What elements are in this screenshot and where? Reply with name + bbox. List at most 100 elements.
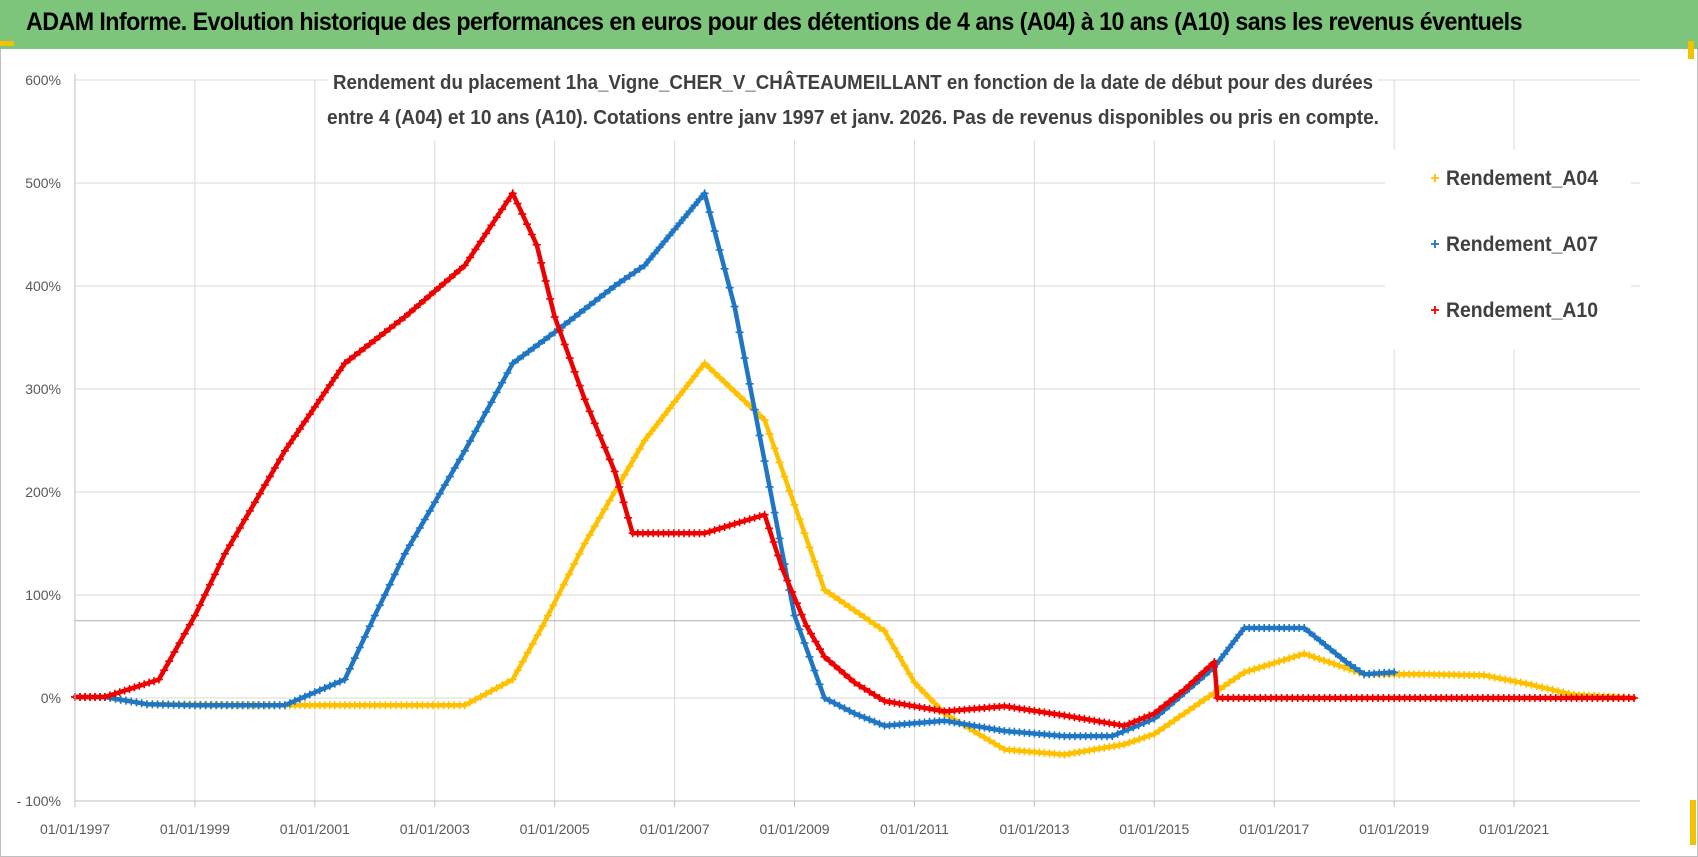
data-point-marker [1165, 697, 1174, 706]
data-point-marker [585, 301, 594, 310]
data-point-marker [560, 320, 569, 329]
data-point-marker [290, 696, 299, 705]
data-point-marker [1125, 738, 1134, 747]
data-point-marker [310, 403, 319, 411]
data-point-marker [559, 580, 568, 589]
data-point-marker [875, 623, 884, 632]
data-point-marker [855, 681, 864, 690]
legend: Rendement_A04 Rendement_A07 Rendement_A10 [1385, 150, 1631, 350]
data-point-marker [460, 701, 469, 710]
data-point-marker [695, 195, 704, 204]
data-point-marker [425, 291, 434, 300]
data-point-marker [790, 500, 799, 509]
data-point-marker [492, 388, 501, 397]
data-point-marker [805, 543, 814, 552]
data-point-marker [1118, 727, 1127, 736]
data-point-marker [955, 719, 964, 728]
data-point-marker [600, 443, 609, 452]
data-point-marker [140, 680, 149, 689]
data-point-marker [730, 519, 739, 528]
data-point-marker [365, 622, 374, 631]
data-point-marker [1080, 714, 1089, 723]
data-point-marker [1125, 719, 1134, 728]
data-point-marker [1342, 658, 1351, 666]
data-point-marker [116, 695, 125, 704]
data-point-marker [700, 529, 709, 538]
data-point-marker [865, 616, 874, 625]
data-point-marker [605, 455, 614, 464]
y-tick-label: 300% [25, 381, 61, 397]
data-point-marker [508, 675, 517, 684]
data-point-marker [430, 287, 439, 296]
data-point-marker [855, 711, 864, 720]
data-point-marker [390, 570, 399, 579]
y-tick-label: 500% [25, 175, 61, 191]
data-point-marker [240, 515, 249, 524]
x-tick-label: 01/01/2003 [400, 821, 470, 837]
data-point-marker [625, 462, 634, 471]
data-point-marker [1145, 731, 1154, 740]
data-point-marker [295, 424, 304, 433]
data-point-marker [670, 397, 679, 406]
series-Rendement_A07 [71, 189, 1399, 741]
data-point-marker [705, 527, 714, 536]
data-point-marker [875, 694, 884, 702]
data-point-marker [350, 351, 359, 360]
x-tick-label: 01/01/2011 [880, 821, 949, 837]
data-point-marker [835, 701, 844, 710]
data-point-marker [355, 643, 364, 652]
data-point-marker [725, 521, 734, 530]
x-tick-label: 01/01/2015 [1119, 821, 1189, 837]
data-point-marker [514, 355, 522, 364]
data-point-marker [482, 229, 491, 238]
data-point-marker [425, 506, 434, 515]
data-point-marker [865, 715, 874, 724]
data-point-marker [508, 359, 517, 368]
data-point-marker [783, 576, 792, 585]
data-point-marker [120, 686, 129, 695]
data-point-marker [1025, 706, 1034, 715]
data-point-marker [445, 274, 454, 283]
data-point-marker [345, 664, 354, 673]
data-point-marker [890, 644, 899, 653]
data-point-marker [466, 253, 475, 262]
series-Rendement_A10 [71, 189, 1638, 730]
data-point-marker [585, 407, 594, 416]
data-point-marker [825, 696, 834, 705]
data-point-marker [910, 678, 919, 687]
data-point-marker [1065, 749, 1074, 758]
data-point-marker [795, 625, 804, 634]
x-tick-label: 01/01/2001 [280, 821, 350, 837]
data-point-marker [508, 189, 517, 198]
data-point-marker [1250, 665, 1259, 674]
data-point-marker [1170, 693, 1179, 702]
data-point-marker [1340, 663, 1349, 672]
data-point-marker [765, 482, 774, 491]
data-point-marker [570, 312, 579, 321]
data-point-marker [985, 736, 994, 745]
data-point-marker [835, 665, 844, 674]
data-point-marker [910, 702, 919, 711]
data-point-marker [1527, 680, 1536, 689]
data-point-marker [680, 213, 689, 222]
y-tick-label: 100% [25, 587, 61, 603]
data-point-marker [1145, 711, 1154, 720]
data-point-marker [720, 378, 729, 387]
data-point-marker [655, 243, 664, 252]
data-point-marker [400, 312, 409, 321]
data-point-marker [805, 652, 814, 661]
data-point-marker [745, 379, 754, 388]
data-point-marker [860, 613, 869, 622]
data-point-marker [1331, 649, 1340, 658]
data-point-marker [915, 683, 924, 692]
data-point-marker [405, 541, 414, 550]
data-point-marker [565, 316, 574, 325]
data-point-marker [1035, 707, 1044, 716]
data-point-marker [610, 282, 619, 290]
data-point-marker [528, 639, 537, 648]
data-point-marker [435, 282, 444, 291]
data-point-marker [1195, 671, 1204, 680]
data-point-marker [1538, 683, 1547, 692]
data-point-marker [735, 392, 744, 401]
x-tick-label: 01/01/2017 [1239, 821, 1309, 837]
